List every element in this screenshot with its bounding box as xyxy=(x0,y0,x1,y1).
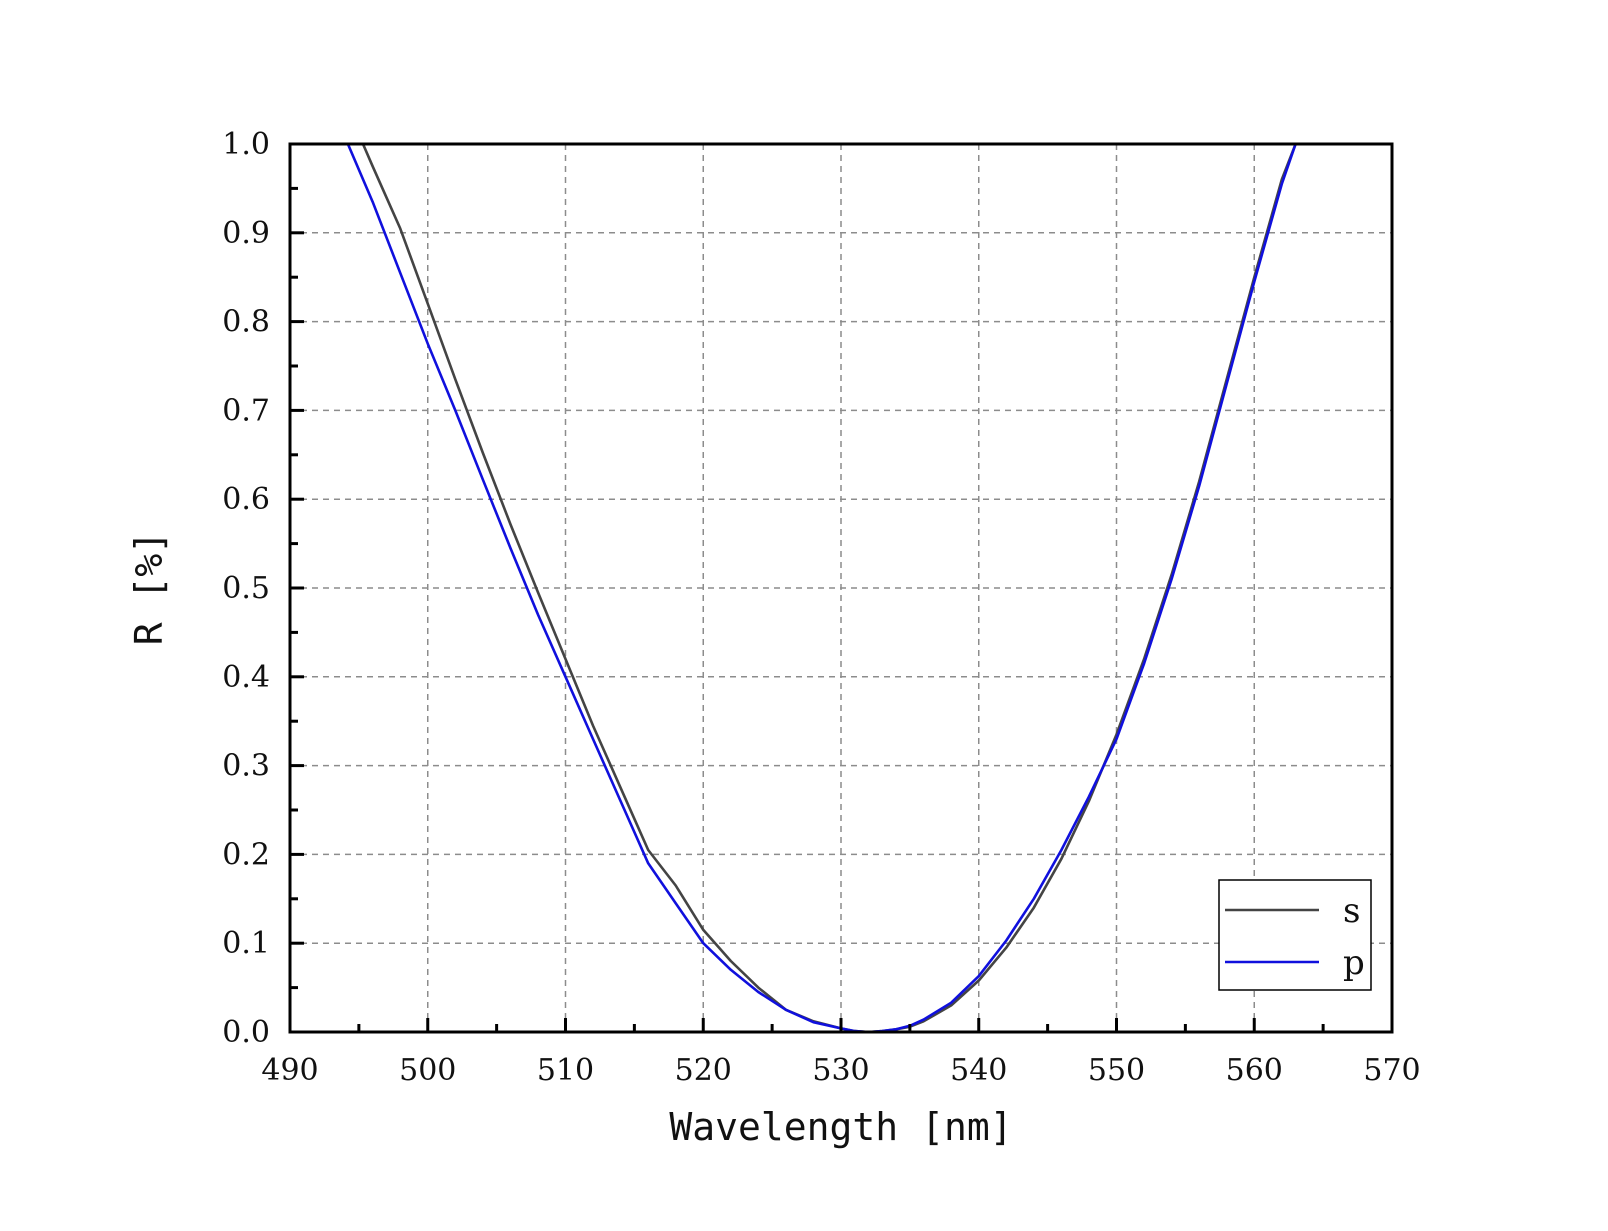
legend-box xyxy=(1218,879,1372,991)
x-axis-title: Wavelength [nm] xyxy=(669,1105,1012,1149)
y-tick-label: 0.0 xyxy=(222,1015,270,1050)
x-tick-label: 510 xyxy=(537,1053,594,1088)
legend-label-p: p xyxy=(1343,943,1365,983)
x-tick-label: 570 xyxy=(1363,1053,1420,1088)
x-tick-label: 550 xyxy=(1088,1053,1145,1088)
y-tick-label: 0.6 xyxy=(222,482,270,517)
y-tick-label: 0.8 xyxy=(222,305,270,340)
x-tick-label: 520 xyxy=(675,1053,732,1088)
y-axis-title: R [%] xyxy=(127,531,171,645)
legend-label-s: s xyxy=(1343,891,1360,931)
x-tick-label: 560 xyxy=(1226,1053,1283,1088)
x-tick-label: 500 xyxy=(399,1053,456,1088)
axis-ticks xyxy=(288,142,1394,1034)
y-tick-label: 0.3 xyxy=(222,749,270,784)
x-tick-label: 540 xyxy=(950,1053,1007,1088)
grid xyxy=(290,144,1392,1032)
y-tick-labels: 0.0 0.1 0.2 0.3 0.4 0.5 0.6 0.7 0.8 0.9 1.0 xyxy=(222,127,270,1050)
y-tick-label: 0.1 xyxy=(222,926,270,961)
y-tick-label: 0.2 xyxy=(222,837,270,872)
legend: s p xyxy=(1218,879,1372,991)
y-tick-label: 1.0 xyxy=(222,127,270,162)
y-tick-label: 0.7 xyxy=(222,393,270,428)
x-tick-label: 490 xyxy=(261,1053,318,1088)
y-tick-label: 0.5 xyxy=(222,571,270,606)
y-tick-label: 0.4 xyxy=(222,660,270,695)
x-tick-labels: 490 500 510 520 530 540 550 560 570 xyxy=(261,1053,1420,1088)
x-tick-label: 530 xyxy=(812,1053,869,1088)
y-tick-label: 0.9 xyxy=(222,216,270,251)
